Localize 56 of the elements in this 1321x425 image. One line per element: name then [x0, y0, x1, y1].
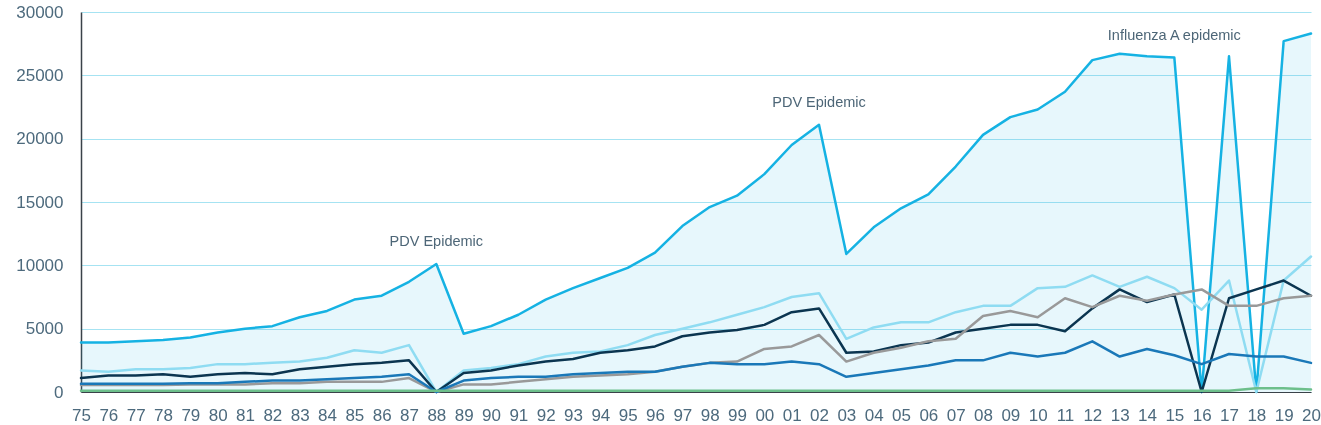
x-tick-label: 10 — [1028, 405, 1048, 425]
x-tick-label: 93 — [564, 405, 583, 425]
x-tick-label: 15 — [1165, 405, 1185, 425]
x-tick-label: 83 — [290, 405, 310, 425]
x-tick-label: 00 — [755, 405, 775, 425]
x-tick-label: 20 — [1302, 405, 1321, 425]
x-tick-label: 77 — [126, 405, 146, 425]
y-tick-label: 10000 — [16, 255, 64, 275]
x-tick-label: 02 — [810, 405, 829, 425]
y-tick-label: 20000 — [16, 129, 64, 149]
x-tick-label: 08 — [974, 405, 993, 425]
x-tick-label: 96 — [646, 405, 665, 425]
x-tick-label: 05 — [892, 405, 911, 425]
x-tick-label: 98 — [700, 405, 720, 425]
y-tick-label: 0 — [54, 382, 64, 402]
x-tick-label: 87 — [400, 405, 419, 425]
x-tick-label: 80 — [208, 405, 228, 425]
x-tick-label: 84 — [318, 405, 337, 425]
x-tick-label: 07 — [946, 405, 966, 425]
x-tick-label: 19 — [1274, 405, 1294, 425]
x-tick-label: 97 — [673, 405, 693, 425]
x-tick-label: 79 — [181, 405, 201, 425]
annotation: PDV Epidemic — [389, 233, 484, 250]
x-tick-label: 01 — [782, 405, 802, 425]
x-tick-label: 03 — [837, 405, 857, 425]
annotation: PDV Epidemic — [772, 93, 866, 110]
x-tick-label: 12 — [1083, 405, 1103, 425]
x-tick-label: 75 — [72, 405, 91, 425]
x-tick-label: 18 — [1247, 405, 1267, 425]
y-tick-label: 5000 — [25, 319, 64, 339]
x-tick-label: 91 — [509, 405, 529, 425]
x-tick-label: 95 — [618, 405, 638, 425]
x-tick-label: 78 — [154, 405, 173, 425]
x-tick-label: 99 — [728, 405, 747, 425]
x-tick-label: 85 — [345, 405, 365, 425]
x-tick-label: 88 — [427, 405, 447, 425]
x-tick-label: 13 — [1110, 405, 1130, 425]
y-tick-label: 30000 — [16, 2, 64, 22]
x-tick-label: 04 — [864, 405, 884, 425]
x-tick-label: 17 — [1220, 405, 1239, 425]
x-tick-label: 76 — [99, 405, 119, 425]
y-tick-label: 25000 — [16, 65, 64, 85]
y-tick-label: 15000 — [16, 192, 64, 212]
x-tick-label: 90 — [482, 405, 501, 425]
x-tick-label: 92 — [536, 405, 556, 425]
x-tick-label: 06 — [919, 405, 939, 425]
x-tick-label: 14 — [1138, 405, 1157, 425]
x-tick-label: 16 — [1192, 405, 1212, 425]
x-tick-label: 11 — [1056, 405, 1075, 425]
x-tick-label: 94 — [591, 405, 611, 425]
x-tick-label: 81 — [236, 405, 255, 425]
x-tick-label: 09 — [1001, 405, 1021, 425]
x-tick-label: 86 — [372, 405, 392, 425]
annotation: Influenza A epidemic — [1107, 26, 1241, 43]
x-tick-label: 82 — [263, 405, 283, 425]
x-tick-label: 89 — [454, 405, 474, 425]
